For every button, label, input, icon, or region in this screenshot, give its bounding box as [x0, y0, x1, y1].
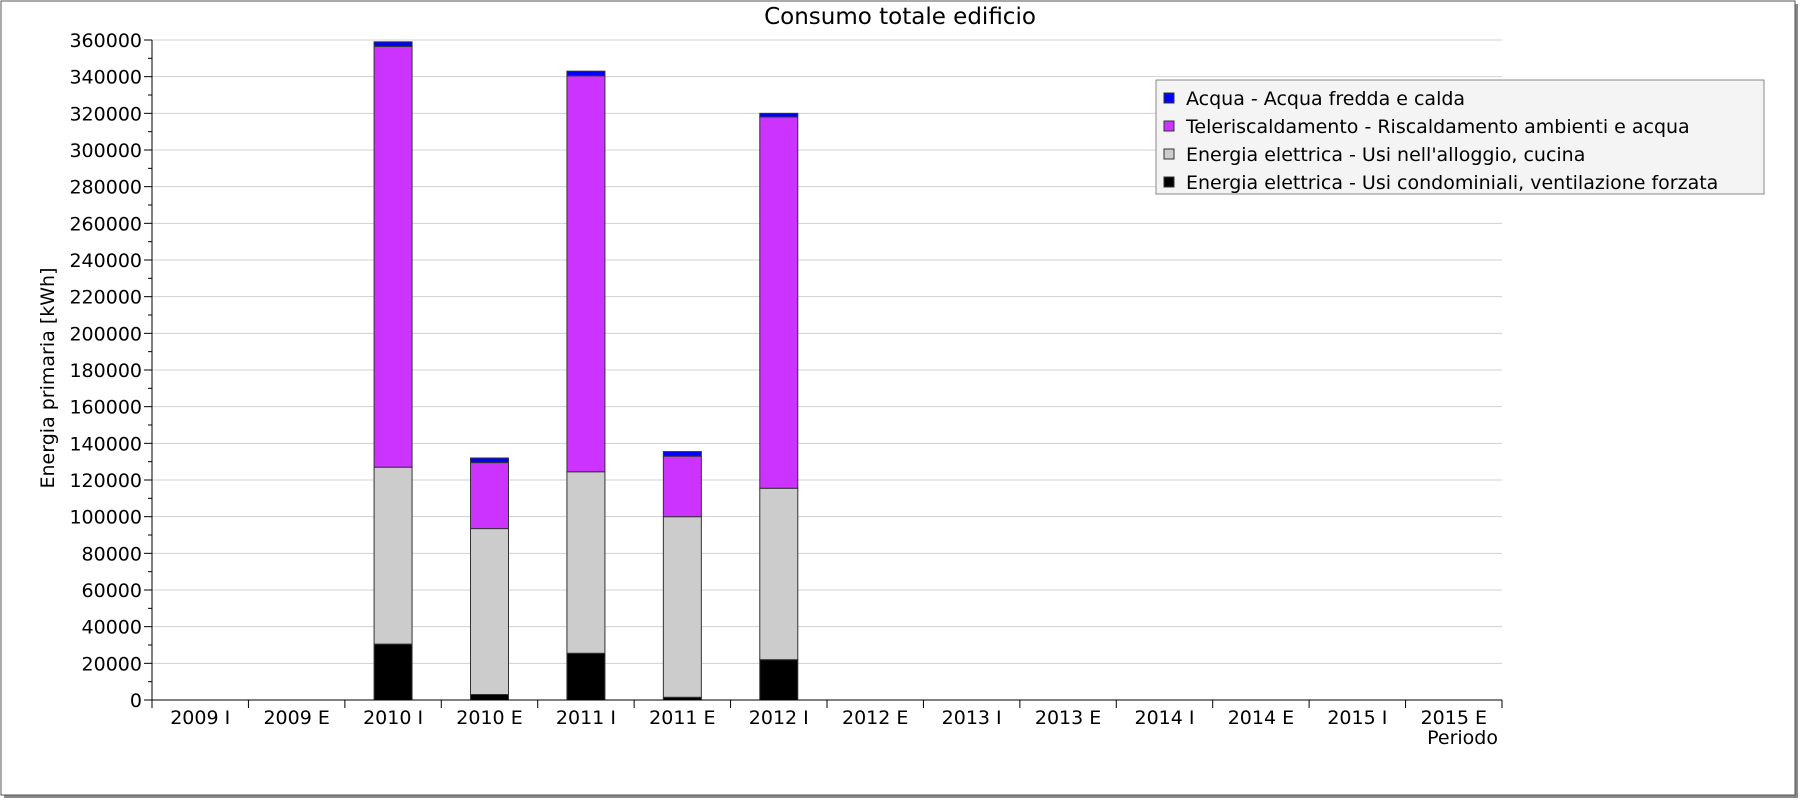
- bars: [373, 41, 799, 701]
- y-tick-label: 200000: [69, 323, 142, 345]
- legend-label: Energia elettrica - Usi nell'alloggio, c…: [1186, 144, 1585, 166]
- x-tick-label: 2012 E: [842, 707, 908, 729]
- bar-segment: [470, 528, 509, 695]
- y-tick-label: 80000: [82, 543, 142, 565]
- y-tick-label: 320000: [69, 103, 142, 125]
- bar-segment: [566, 75, 606, 473]
- legend-label: Teleriscaldamento - Riscaldamento ambien…: [1185, 116, 1690, 138]
- y-tick-label: 0: [130, 690, 142, 712]
- bar-segment: [566, 471, 606, 654]
- legend-swatch: [1163, 92, 1175, 104]
- x-tick-label: 2010 I: [363, 707, 423, 729]
- chart-title: Consumo totale edificio: [764, 4, 1036, 30]
- bar-segment: [662, 451, 702, 457]
- legend-label: Acqua - Acqua fredda e calda: [1186, 88, 1465, 110]
- bar-segment: [566, 70, 606, 77]
- y-tick-label: 40000: [82, 617, 142, 639]
- legend-box: [1155, 79, 1765, 195]
- legend-swatch: [1163, 148, 1175, 160]
- y-tick-label: 340000: [69, 67, 142, 89]
- bar-segment: [373, 466, 413, 645]
- bar-segment: [662, 516, 702, 698]
- y-ticks: 0 20000 40000 60000 80000 100000 120000 140000 1…: [69, 30, 152, 712]
- bar-segment: [566, 652, 606, 701]
- bar-segment: [373, 41, 413, 47]
- y-tick-label: 360000: [69, 30, 142, 52]
- bar-segment: [759, 659, 799, 701]
- legend: Acqua - Acqua fredda e calda Teleriscalda…: [1155, 79, 1765, 195]
- x-tick-label: 2012 I: [749, 707, 809, 729]
- x-ticks: 2009 I 2009 E 2010 I 2010 E 2011 I 2011 E 2012…: [151, 700, 1503, 729]
- y-tick-label: 20000: [82, 653, 142, 675]
- x-tick-label: 2009 I: [170, 707, 230, 729]
- x-tick-label: 2010 E: [456, 707, 522, 729]
- y-tick-label: 300000: [69, 140, 142, 162]
- y-tick-label: 100000: [69, 507, 142, 529]
- y-tick-label: 260000: [69, 213, 142, 235]
- x-tick-label: 2014 E: [1228, 707, 1294, 729]
- x-tick-label: 2015 E: [1421, 707, 1487, 729]
- x-tick-label: 2013 E: [1035, 707, 1101, 729]
- bar-segment: [373, 643, 413, 701]
- bar-segment: [759, 112, 799, 118]
- y-tick-label: 140000: [69, 433, 142, 455]
- x-tick-label: 2009 E: [263, 707, 329, 729]
- y-tick-label: 60000: [82, 580, 142, 602]
- legend-swatch: [1163, 120, 1175, 132]
- x-tick-label: 2013 I: [942, 707, 1002, 729]
- y-tick-label: 240000: [69, 250, 142, 272]
- x-tick-label: 2011 E: [649, 707, 715, 729]
- y-tick-label: 220000: [69, 287, 142, 309]
- y-tick-label: 120000: [69, 470, 142, 492]
- y-tick-label: 280000: [69, 177, 142, 199]
- y-axis-title: Energia primaria [kWh]: [37, 268, 59, 489]
- bar-segment: [662, 455, 702, 518]
- y-tick-label: 180000: [69, 360, 142, 382]
- bar-segment: [373, 45, 413, 468]
- x-tick-label: 2015 I: [1327, 707, 1387, 729]
- y-tick-label: 160000: [69, 397, 142, 419]
- bar-segment: [759, 116, 799, 489]
- x-tick-label: 2014 I: [1135, 707, 1195, 729]
- bar-segment: [470, 694, 509, 701]
- bar-segment: [470, 462, 509, 530]
- bar-segment: [470, 457, 509, 464]
- legend-swatch: [1163, 176, 1175, 188]
- bar-segment: [759, 487, 799, 661]
- legend-label: Energia elettrica - Usi condominiali, ve…: [1186, 172, 1718, 194]
- x-tick-label: 2011 I: [556, 707, 616, 729]
- x-axis-title: Periodo: [1427, 727, 1498, 749]
